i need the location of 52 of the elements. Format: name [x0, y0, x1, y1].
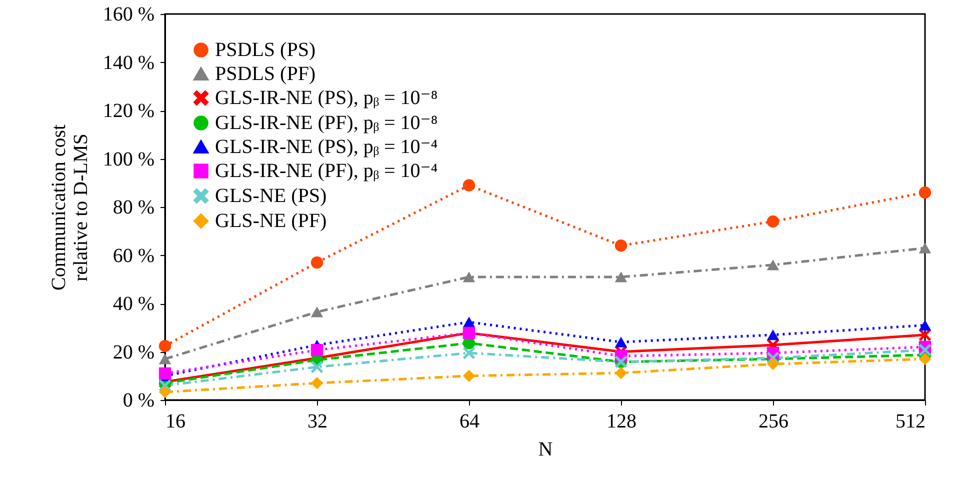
- point: [462, 179, 476, 192]
- point: [462, 272, 476, 282]
- point: [918, 242, 932, 254]
- point: [614, 272, 628, 282]
- point: [766, 330, 780, 340]
- y-tick-label: 0 %: [122, 390, 154, 412]
- point: [614, 336, 628, 348]
- point: [462, 316, 476, 328]
- point: [158, 386, 172, 398]
- point: [614, 239, 628, 252]
- point: [310, 306, 324, 318]
- point: [462, 346, 476, 360]
- y-tick-label: 80 %: [112, 196, 154, 218]
- point: [462, 370, 476, 382]
- legend-label: PSDLS (PF): [215, 63, 316, 85]
- y-tick-label: 140 %: [102, 52, 154, 74]
- legend-label: GLS-NE (PF): [215, 210, 327, 232]
- legend-label: GLS-IR-NE (PF), pᵦ = 10⁻⁸: [215, 112, 438, 134]
- y-tick-label: 60 %: [112, 244, 154, 267]
- x-tick-label: 128: [606, 410, 636, 432]
- y-tick-label: 20 %: [112, 341, 154, 364]
- y-tick-label: 120 %: [102, 100, 154, 122]
- point: [766, 358, 780, 370]
- point: [158, 367, 172, 380]
- y-tick-label: 100 %: [102, 148, 154, 170]
- legend-label: GLS-IR-NE (PF), pᵦ = 10⁻⁴: [215, 160, 438, 182]
- x-tick-label: 16: [166, 410, 186, 432]
- y-tick-label: 40 %: [112, 293, 154, 315]
- x-tick-label: 32: [308, 410, 328, 432]
- point: [918, 352, 932, 366]
- point: [918, 344, 932, 356]
- legend-label: GLS-IR-NE (PS), pᵦ = 10⁻⁸: [215, 87, 438, 109]
- legend-label: GLS-NE (PS): [215, 185, 327, 207]
- point: [766, 215, 780, 228]
- point: [310, 344, 324, 356]
- legend-label: PSDLS (PS): [215, 39, 316, 61]
- x-axis-title: N: [538, 438, 553, 460]
- legend-label: GLS-IR-NE (PS), pᵦ = 10⁻⁴: [215, 136, 438, 158]
- point: [158, 340, 172, 352]
- point: [614, 366, 628, 380]
- point: [918, 320, 932, 331]
- y-tick-label: 160 %: [102, 4, 154, 26]
- point: [158, 354, 172, 364]
- point: [310, 376, 324, 390]
- point: [766, 260, 780, 270]
- point: [918, 186, 932, 199]
- y-axis-title: Communication cost relative to D-LMS: [48, 124, 92, 291]
- x-tick-label: 512: [896, 410, 926, 432]
- point: [310, 256, 324, 269]
- point: [310, 360, 324, 374]
- x-tick-label: 256: [758, 410, 788, 432]
- x-tick-label: 64: [460, 410, 480, 432]
